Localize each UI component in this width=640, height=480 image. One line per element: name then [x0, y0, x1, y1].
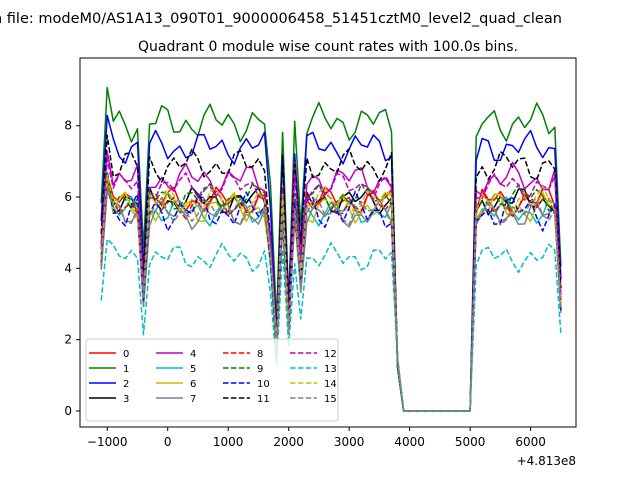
legend-label-6: 6 [190, 379, 196, 390]
x-tick-label: 3000 [334, 435, 365, 449]
series-line-10 [100, 186, 562, 412]
x-axis: −1000 0 1000 2000 3000 4000 5000 6000 [87, 427, 546, 449]
series-line-15 [100, 186, 562, 412]
y-tick-label: 6 [64, 190, 72, 204]
legend-label-1: 1 [123, 364, 129, 375]
x-tick-label: 5000 [455, 435, 486, 449]
plot-area [79, 57, 577, 428]
x-tick-label: 2000 [273, 435, 304, 449]
series-line-11 [100, 134, 562, 412]
y-tick-label: 4 [64, 261, 72, 275]
y-tick-label: 0 [64, 404, 72, 418]
legend-label-11: 11 [257, 394, 270, 405]
figure-suptitle: n file: modeM0/AS1A13_090T01_9000006458_… [0, 11, 562, 27]
legend-label-0: 0 [123, 349, 129, 360]
series-line-13 [100, 238, 562, 412]
series-layer [100, 86, 562, 412]
x-tick-label: 4000 [394, 435, 425, 449]
series-line-14 [100, 174, 562, 412]
series-line-0 [100, 174, 562, 412]
series-line-12 [100, 158, 562, 412]
chart-title: Quadrant 0 module wise count rates with … [138, 39, 518, 55]
legend-label-3: 3 [123, 394, 129, 405]
y-tick-label: 8 [64, 119, 72, 133]
legend-label-10: 10 [257, 379, 270, 390]
series-line-1 [100, 86, 562, 412]
legend-label-8: 8 [257, 349, 263, 360]
legend-label-15: 15 [324, 394, 337, 405]
legend-label-13: 13 [324, 364, 337, 375]
x-tick-label: 6000 [515, 435, 546, 449]
y-axis: 0 2 4 6 8 [64, 119, 80, 418]
x-offset-label: +4.813e8 [517, 454, 576, 468]
x-tick-label: 1000 [213, 435, 244, 449]
legend-label-9: 9 [257, 364, 263, 375]
legend-box [85, 338, 339, 422]
series-line-2 [100, 114, 562, 412]
legend-label-7: 7 [190, 394, 196, 405]
x-tick-label: 0 [164, 435, 172, 449]
x-tick-label: −1000 [87, 435, 128, 449]
legend-label-14: 14 [324, 379, 337, 390]
legend-label-4: 4 [190, 349, 196, 360]
y-tick-label: 2 [64, 333, 72, 347]
legend-label-2: 2 [123, 379, 129, 390]
legend-label-5: 5 [190, 364, 196, 375]
legend-label-12: 12 [324, 349, 337, 360]
axes-frame [79, 57, 577, 428]
